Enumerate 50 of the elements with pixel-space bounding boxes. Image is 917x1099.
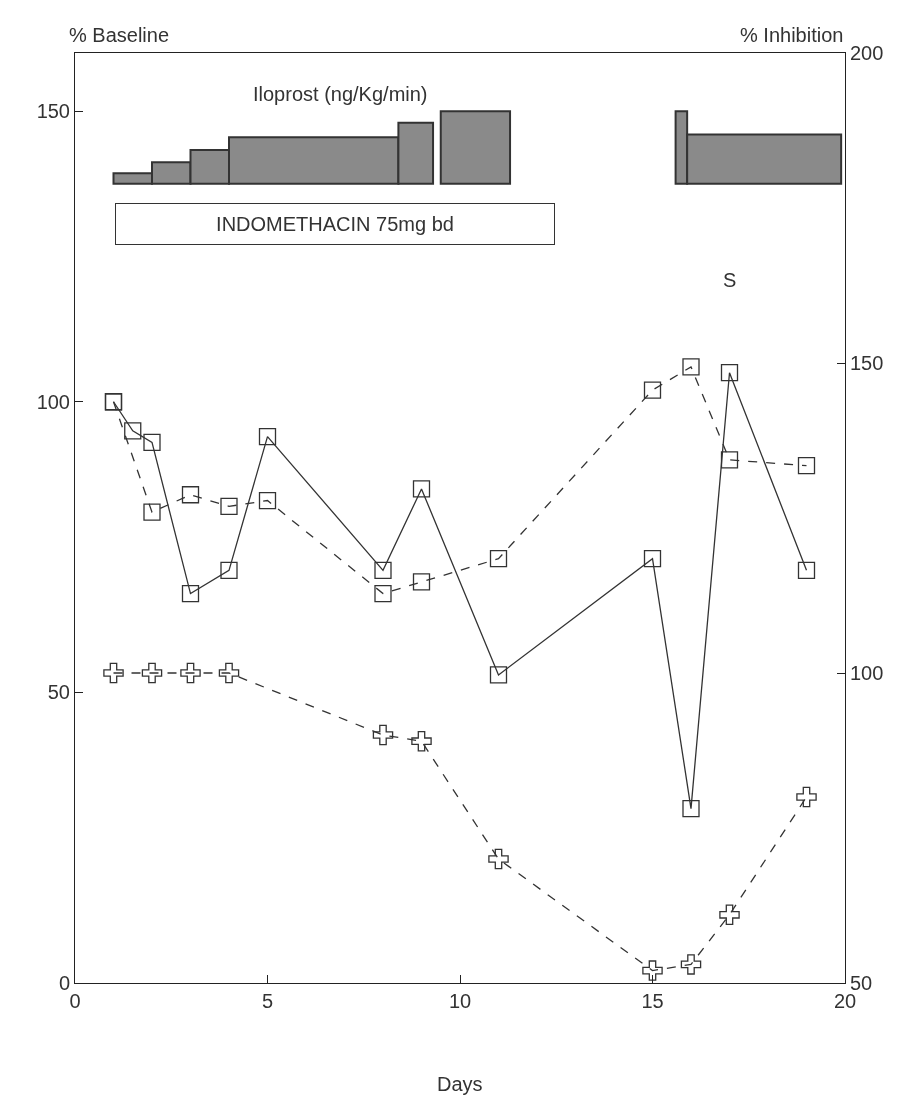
point [642,960,663,981]
x-axis-title: Days [437,1073,483,1095]
point [720,364,739,382]
point [181,486,200,504]
x-tick-label: 5 [261,990,274,1012]
x-tick-label: 15 [641,990,664,1012]
point [103,662,124,684]
point [143,433,161,452]
point [643,550,662,568]
annotation: INDOMETHACIN 75mg bd [216,213,454,235]
point [372,724,394,746]
y2-tick-label: 100 [850,662,884,684]
annotation: S [723,269,737,291]
point [797,561,816,579]
point [797,457,816,475]
point [643,381,662,399]
point [682,799,700,818]
annotation: Iloprost (ng/Kg/min) [253,83,428,105]
y-tick-label: 100 [36,390,70,413]
point [258,427,277,446]
point [124,422,142,440]
y-axis-title: % Baseline [69,24,170,46]
y-tick-label: 50 [47,681,70,704]
x-tick-label: 10 [448,990,472,1012]
point [682,358,700,376]
y2-tick-label: 150 [850,352,884,374]
y-tick-label: 0 [58,972,70,994]
point [180,662,201,684]
point [488,848,509,870]
point [143,503,161,521]
point [258,491,277,510]
point [796,786,817,808]
point [374,561,392,579]
y2-tick-label: 200 [850,42,884,64]
point [720,451,739,469]
point [489,666,508,684]
point [218,662,240,684]
point [220,561,238,579]
point [680,954,702,975]
point [719,904,740,926]
point [412,480,431,498]
y2-axis-title: % Inhibition [740,24,844,46]
point [412,573,431,591]
point [141,662,163,684]
point [220,497,238,516]
point [489,550,508,568]
point [411,730,432,752]
y-tick-label: 150 [36,100,70,123]
point [374,584,392,603]
point [181,584,200,603]
